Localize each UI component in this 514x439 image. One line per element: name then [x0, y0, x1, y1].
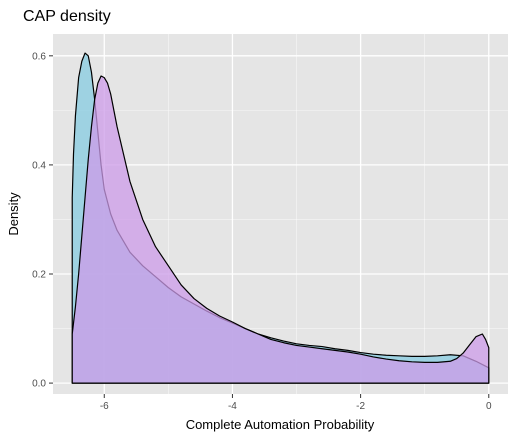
- x-axis-title: Complete Automation Probability: [186, 417, 375, 432]
- y-tick-label: 0.6: [32, 51, 46, 62]
- x-tick-label: -4: [228, 401, 237, 412]
- x-tick-label: 0: [486, 401, 492, 412]
- x-tick-label: -6: [100, 401, 109, 412]
- x-tick-label: -2: [356, 401, 365, 412]
- y-tick-label: 0.0: [32, 379, 46, 390]
- y-axis-title: Density: [6, 192, 21, 236]
- y-tick-label: 0.2: [32, 270, 46, 281]
- series-layer: [71, 52, 490, 384]
- axis-ticks: -6 -4 -2 0 0.0 0.2 0.4 0.6: [32, 51, 492, 412]
- chart-title: CAP density: [23, 8, 111, 25]
- y-tick-label: 0.4: [32, 160, 46, 171]
- density-area-series-2: [71, 75, 490, 384]
